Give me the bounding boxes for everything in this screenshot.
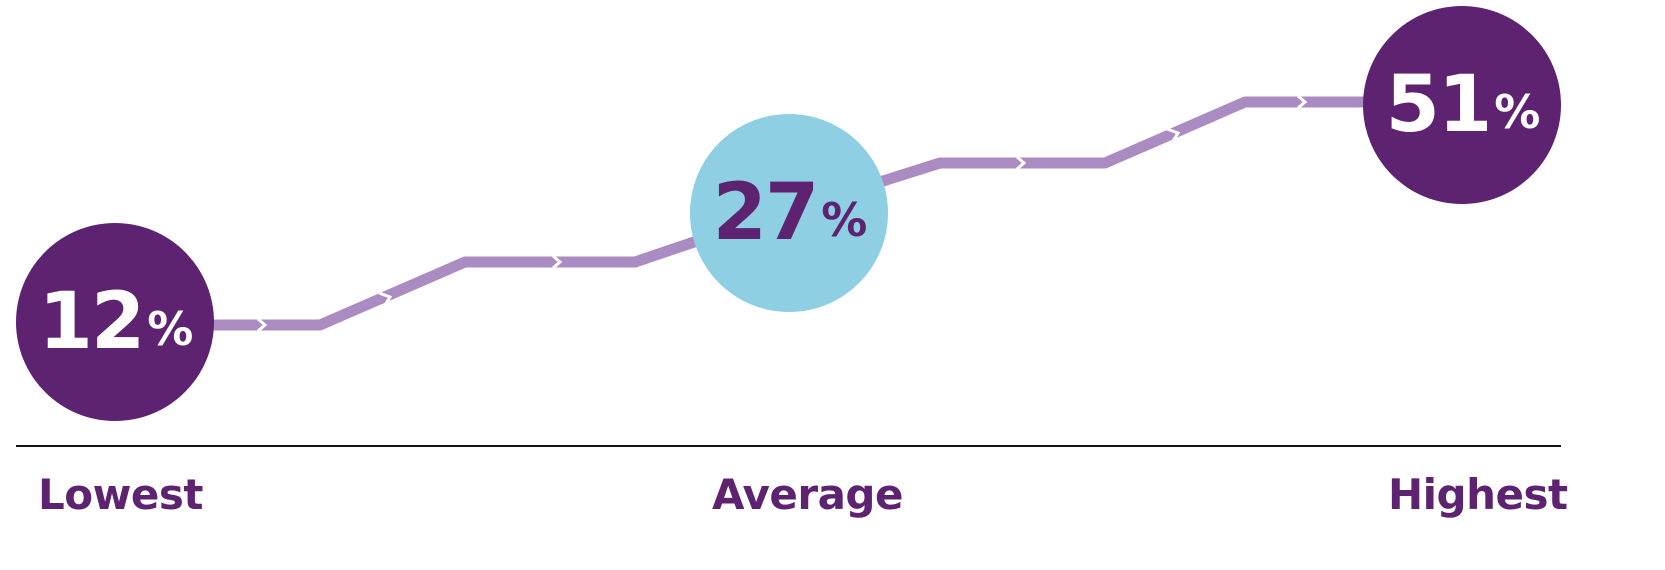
average-label: Average [712, 470, 903, 519]
chevron-icon [1016, 155, 1027, 171]
chevron-icon [1166, 127, 1181, 142]
highest-label: Highest [1388, 470, 1568, 519]
chevron-icon [552, 254, 563, 270]
chevron-icon [1297, 94, 1308, 110]
chevron-icon [378, 291, 393, 306]
average-value-circle: 27% [690, 114, 888, 312]
highest-unit: % [1494, 85, 1540, 139]
chevron-icon [257, 317, 268, 333]
average-value: 27 [712, 168, 820, 258]
lowest-value-circle: 12% [16, 223, 214, 421]
average-unit: % [821, 193, 867, 247]
lowest-value: 12 [38, 277, 146, 367]
lowest-label: Lowest [38, 470, 203, 519]
highest-value-circle: 51% [1363, 6, 1561, 204]
lowest-unit: % [147, 302, 193, 356]
highest-value: 51 [1385, 60, 1493, 150]
chevron-markers [257, 94, 1308, 333]
baseline-divider [16, 445, 1561, 447]
